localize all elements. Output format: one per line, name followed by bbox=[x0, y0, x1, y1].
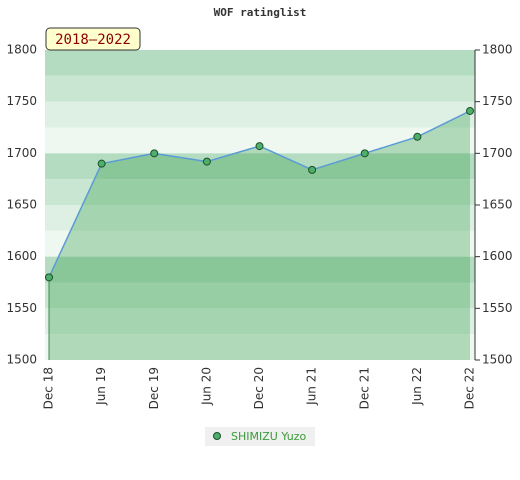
x-tick-label: Jun 22 bbox=[410, 367, 424, 406]
background-band bbox=[45, 256, 475, 283]
badge-box bbox=[45, 27, 141, 51]
y-tick-label: 1800 bbox=[6, 43, 37, 57]
background-band bbox=[45, 205, 475, 231]
background-band bbox=[45, 308, 475, 335]
point bbox=[308, 165, 317, 174]
point bbox=[45, 273, 53, 282]
legend-box bbox=[205, 427, 315, 446]
y-tick-label: 1600 bbox=[6, 249, 37, 263]
y-tick-label: 1750 bbox=[6, 94, 37, 108]
y2-tick-label: 1800 bbox=[482, 43, 513, 57]
background-band bbox=[45, 50, 475, 76]
x-tick-label: Dec 21 bbox=[357, 367, 371, 409]
point bbox=[255, 142, 264, 151]
y2-tick-label: 1750 bbox=[482, 94, 513, 108]
y-tick-label: 1550 bbox=[6, 301, 37, 315]
background-band bbox=[45, 282, 475, 309]
legend-marker bbox=[213, 432, 221, 440]
legend-label: SHIMIZU Yuzo bbox=[231, 430, 307, 443]
point bbox=[413, 132, 422, 141]
point bbox=[466, 106, 474, 115]
y-tick-label: 1650 bbox=[6, 198, 37, 212]
point bbox=[202, 157, 211, 166]
point bbox=[97, 159, 106, 168]
background-band bbox=[45, 179, 475, 205]
background-band bbox=[45, 334, 475, 360]
x-tick-label: Dec 19 bbox=[147, 367, 161, 409]
x-tick-label: Jun 20 bbox=[199, 367, 213, 406]
x-tick-label: Dec 18 bbox=[42, 367, 56, 409]
point bbox=[150, 149, 159, 158]
chart-title: WOF ratinglist bbox=[214, 6, 307, 19]
x-tick-label: Jun 19 bbox=[94, 367, 108, 406]
y-tick-label: 1500 bbox=[6, 353, 37, 367]
y2-tick-label: 1550 bbox=[482, 301, 513, 315]
plot-area bbox=[45, 50, 475, 360]
background-band bbox=[45, 75, 475, 102]
y2-tick-label: 1600 bbox=[482, 249, 513, 263]
background-band bbox=[45, 230, 475, 257]
badge: 2018–2022 bbox=[55, 32, 131, 48]
y2-tick-label: 1650 bbox=[482, 198, 513, 212]
y2-tick-label: 1700 bbox=[482, 146, 513, 160]
x-tick-label: Dec 20 bbox=[252, 367, 266, 409]
x-tick-label: Dec 22 bbox=[463, 367, 477, 409]
background-band bbox=[45, 153, 475, 180]
x-tick-label: Jun 21 bbox=[305, 367, 319, 406]
point bbox=[360, 149, 369, 158]
y2-tick-label: 1500 bbox=[482, 353, 513, 367]
area bbox=[49, 110, 470, 360]
y-tick-label: 1700 bbox=[6, 146, 37, 160]
background-band bbox=[45, 101, 475, 128]
